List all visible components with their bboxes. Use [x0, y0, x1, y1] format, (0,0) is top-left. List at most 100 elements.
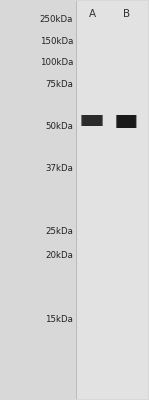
- Bar: [132, 115, 133, 128]
- Bar: [88, 115, 89, 126]
- Bar: [94, 115, 95, 126]
- Bar: [88, 115, 89, 126]
- Bar: [134, 115, 135, 128]
- Bar: [131, 115, 132, 128]
- Bar: [131, 115, 132, 128]
- Bar: [124, 115, 125, 128]
- Bar: [130, 115, 131, 128]
- Bar: [131, 115, 132, 128]
- Bar: [132, 115, 133, 128]
- Bar: [98, 115, 99, 126]
- Bar: [126, 115, 127, 128]
- Bar: [99, 115, 100, 126]
- Bar: [122, 115, 123, 128]
- Bar: [120, 115, 121, 128]
- Bar: [84, 115, 85, 126]
- Bar: [127, 115, 128, 128]
- Bar: [94, 115, 95, 126]
- Bar: [135, 115, 136, 128]
- Bar: [119, 115, 120, 128]
- Bar: [116, 115, 117, 128]
- Bar: [132, 115, 133, 128]
- Bar: [94, 115, 95, 126]
- Text: B: B: [123, 9, 130, 19]
- Bar: [91, 115, 92, 126]
- Bar: [83, 115, 84, 126]
- Bar: [89, 115, 90, 126]
- Bar: [89, 115, 90, 126]
- Bar: [119, 115, 120, 128]
- Bar: [127, 115, 128, 128]
- Bar: [100, 115, 101, 126]
- Bar: [133, 115, 134, 128]
- Bar: [118, 115, 119, 128]
- Bar: [95, 115, 96, 126]
- Bar: [83, 115, 84, 126]
- Bar: [135, 115, 136, 128]
- Bar: [93, 115, 94, 126]
- Bar: [101, 115, 102, 126]
- Bar: [90, 115, 91, 126]
- Bar: [124, 115, 125, 128]
- Bar: [84, 115, 85, 126]
- Bar: [116, 115, 117, 128]
- Bar: [83, 115, 84, 126]
- Bar: [120, 115, 121, 128]
- Bar: [100, 115, 101, 126]
- Bar: [82, 115, 83, 126]
- Bar: [119, 115, 120, 128]
- Bar: [116, 115, 117, 128]
- Bar: [102, 115, 103, 126]
- Bar: [123, 115, 124, 128]
- Bar: [81, 115, 82, 126]
- Bar: [98, 115, 99, 126]
- Bar: [130, 115, 131, 128]
- Bar: [126, 115, 127, 128]
- Text: 75kDa: 75kDa: [45, 80, 73, 89]
- Bar: [130, 115, 131, 128]
- Bar: [101, 115, 102, 126]
- Bar: [124, 115, 125, 128]
- Bar: [116, 115, 117, 128]
- Bar: [126, 115, 127, 128]
- Bar: [123, 115, 124, 128]
- Bar: [132, 115, 133, 128]
- Bar: [116, 115, 117, 128]
- Bar: [85, 115, 86, 126]
- Bar: [129, 115, 130, 128]
- Bar: [121, 115, 122, 128]
- Bar: [99, 115, 100, 126]
- Bar: [89, 115, 90, 126]
- Bar: [133, 115, 134, 128]
- Bar: [95, 115, 96, 126]
- Bar: [98, 115, 99, 126]
- Bar: [81, 115, 82, 126]
- Bar: [84, 115, 85, 126]
- Bar: [121, 115, 122, 128]
- Bar: [133, 115, 134, 128]
- Bar: [121, 115, 122, 128]
- Bar: [81, 115, 82, 126]
- Bar: [135, 115, 136, 128]
- Bar: [130, 115, 131, 128]
- Bar: [102, 115, 103, 126]
- Bar: [124, 115, 125, 128]
- Bar: [134, 115, 135, 128]
- Bar: [129, 115, 130, 128]
- Bar: [92, 115, 93, 126]
- Bar: [90, 115, 91, 126]
- Bar: [96, 115, 97, 126]
- Bar: [99, 115, 100, 126]
- Bar: [97, 115, 98, 126]
- Bar: [116, 115, 117, 128]
- Bar: [128, 115, 129, 128]
- Bar: [82, 115, 83, 126]
- Bar: [82, 115, 83, 126]
- Bar: [117, 115, 118, 128]
- Bar: [118, 115, 119, 128]
- Bar: [102, 115, 103, 126]
- Bar: [118, 115, 119, 128]
- Bar: [130, 115, 131, 128]
- Bar: [85, 115, 86, 126]
- Bar: [128, 115, 129, 128]
